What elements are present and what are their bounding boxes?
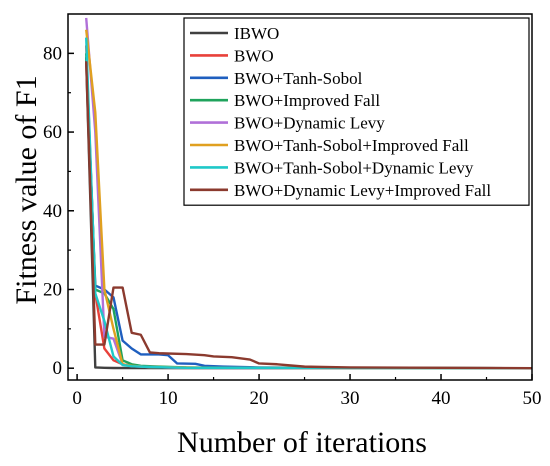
legend-label: BWO+Dynamic Levy — [234, 114, 385, 133]
y-tick-label: 0 — [53, 358, 63, 379]
y-tick-label: 20 — [43, 279, 62, 300]
legend: IBWO BWO BWO+Tanh-Sobol BWO+Improved Fall BW… — [183, 17, 530, 206]
plot-frame — [67, 13, 533, 381]
x-tick-label: 40 — [432, 388, 451, 409]
y-tick-label: 40 — [43, 201, 62, 222]
legend-label: IBWO — [234, 24, 279, 43]
y-axis-ticks: 0 20 40 60 80 — [43, 43, 74, 379]
series-line-8 — [85, 61, 532, 370]
y-tick-label: 60 — [43, 122, 62, 143]
legend-label: BWO+Tanh-Sobol+Improved Fall — [234, 136, 469, 155]
legend-label: BWO+Tanh-Sobol — [234, 69, 363, 88]
y-axis-label: Fitness value of F1 — [10, 75, 43, 304]
y-tick-label: 80 — [43, 43, 62, 64]
x-tick-label: 0 — [72, 388, 82, 409]
series-lines — [85, 17, 532, 370]
x-axis-label: Number of iterations — [177, 426, 427, 459]
x-axis-ticks: 0 10 20 30 40 50 — [72, 374, 542, 409]
legend-label: BWO+Improved Fall — [234, 91, 380, 110]
legend-box — [183, 17, 530, 206]
legend-label: BWO+Tanh-Sobol+Dynamic Levy — [234, 158, 474, 177]
x-tick-label: 30 — [341, 388, 360, 409]
series-line-7 — [85, 37, 532, 370]
legend-label: BWO+Dynamic Levy+Improved Fall — [234, 181, 491, 200]
x-tick-label: 50 — [523, 388, 542, 409]
x-tick-label: 20 — [250, 388, 269, 409]
legend-label: BWO — [234, 46, 274, 65]
x-tick-label: 10 — [159, 388, 178, 409]
